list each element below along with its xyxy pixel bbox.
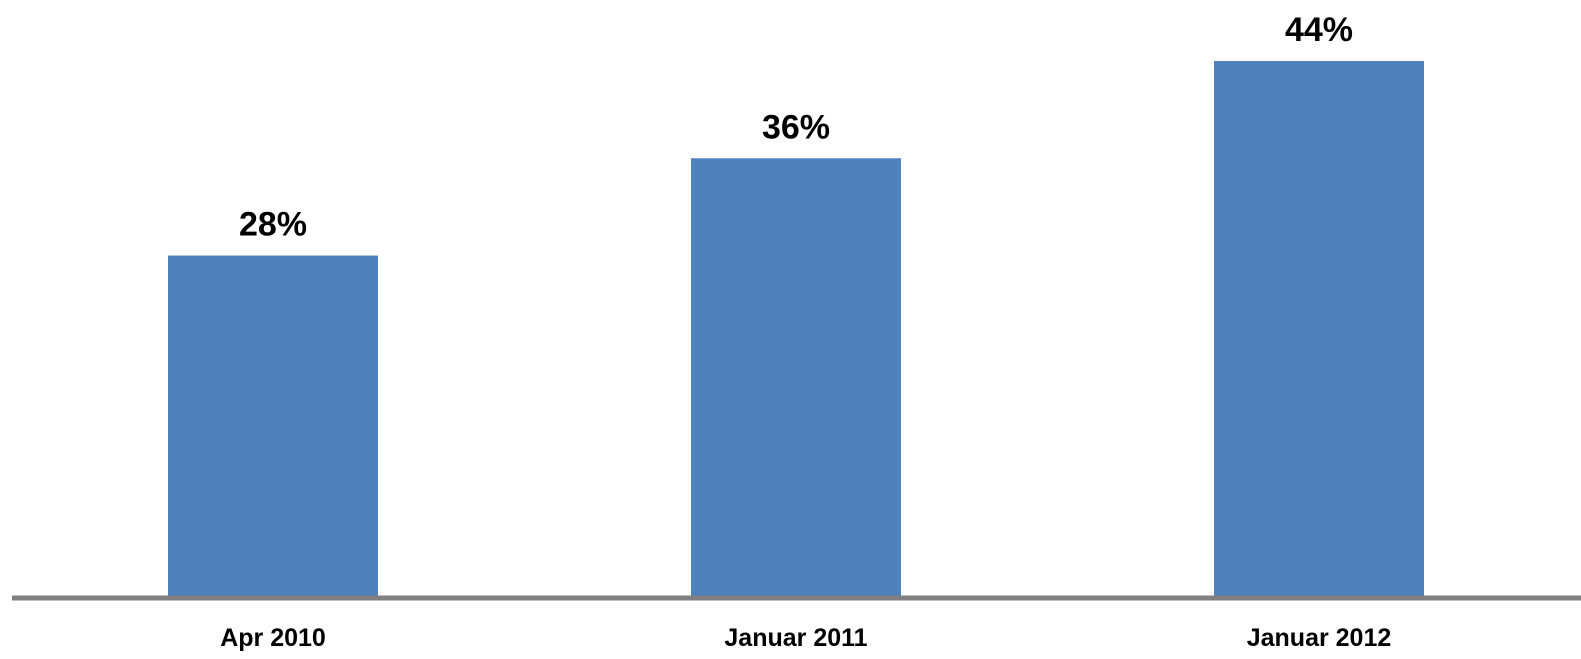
data-label-3: 44% — [1285, 11, 1353, 49]
data-label-2: 36% — [762, 108, 830, 146]
data-label-1: 28% — [239, 206, 307, 244]
bar-2 — [691, 158, 901, 597]
bar-3 — [1214, 61, 1424, 596]
data-labels-group: 28% 36% 44% — [239, 11, 1353, 244]
x-tick-label-1: Apr 2010 — [220, 624, 326, 652]
x-tick-labels-group: Apr 2010 Januar 2011 Januar 2012 — [220, 624, 1391, 652]
x-tick-label-3: Januar 2012 — [1247, 624, 1392, 652]
bar-1 — [168, 255, 378, 596]
bars-group — [168, 61, 1424, 597]
x-tick-label-2: Januar 2011 — [724, 624, 867, 652]
